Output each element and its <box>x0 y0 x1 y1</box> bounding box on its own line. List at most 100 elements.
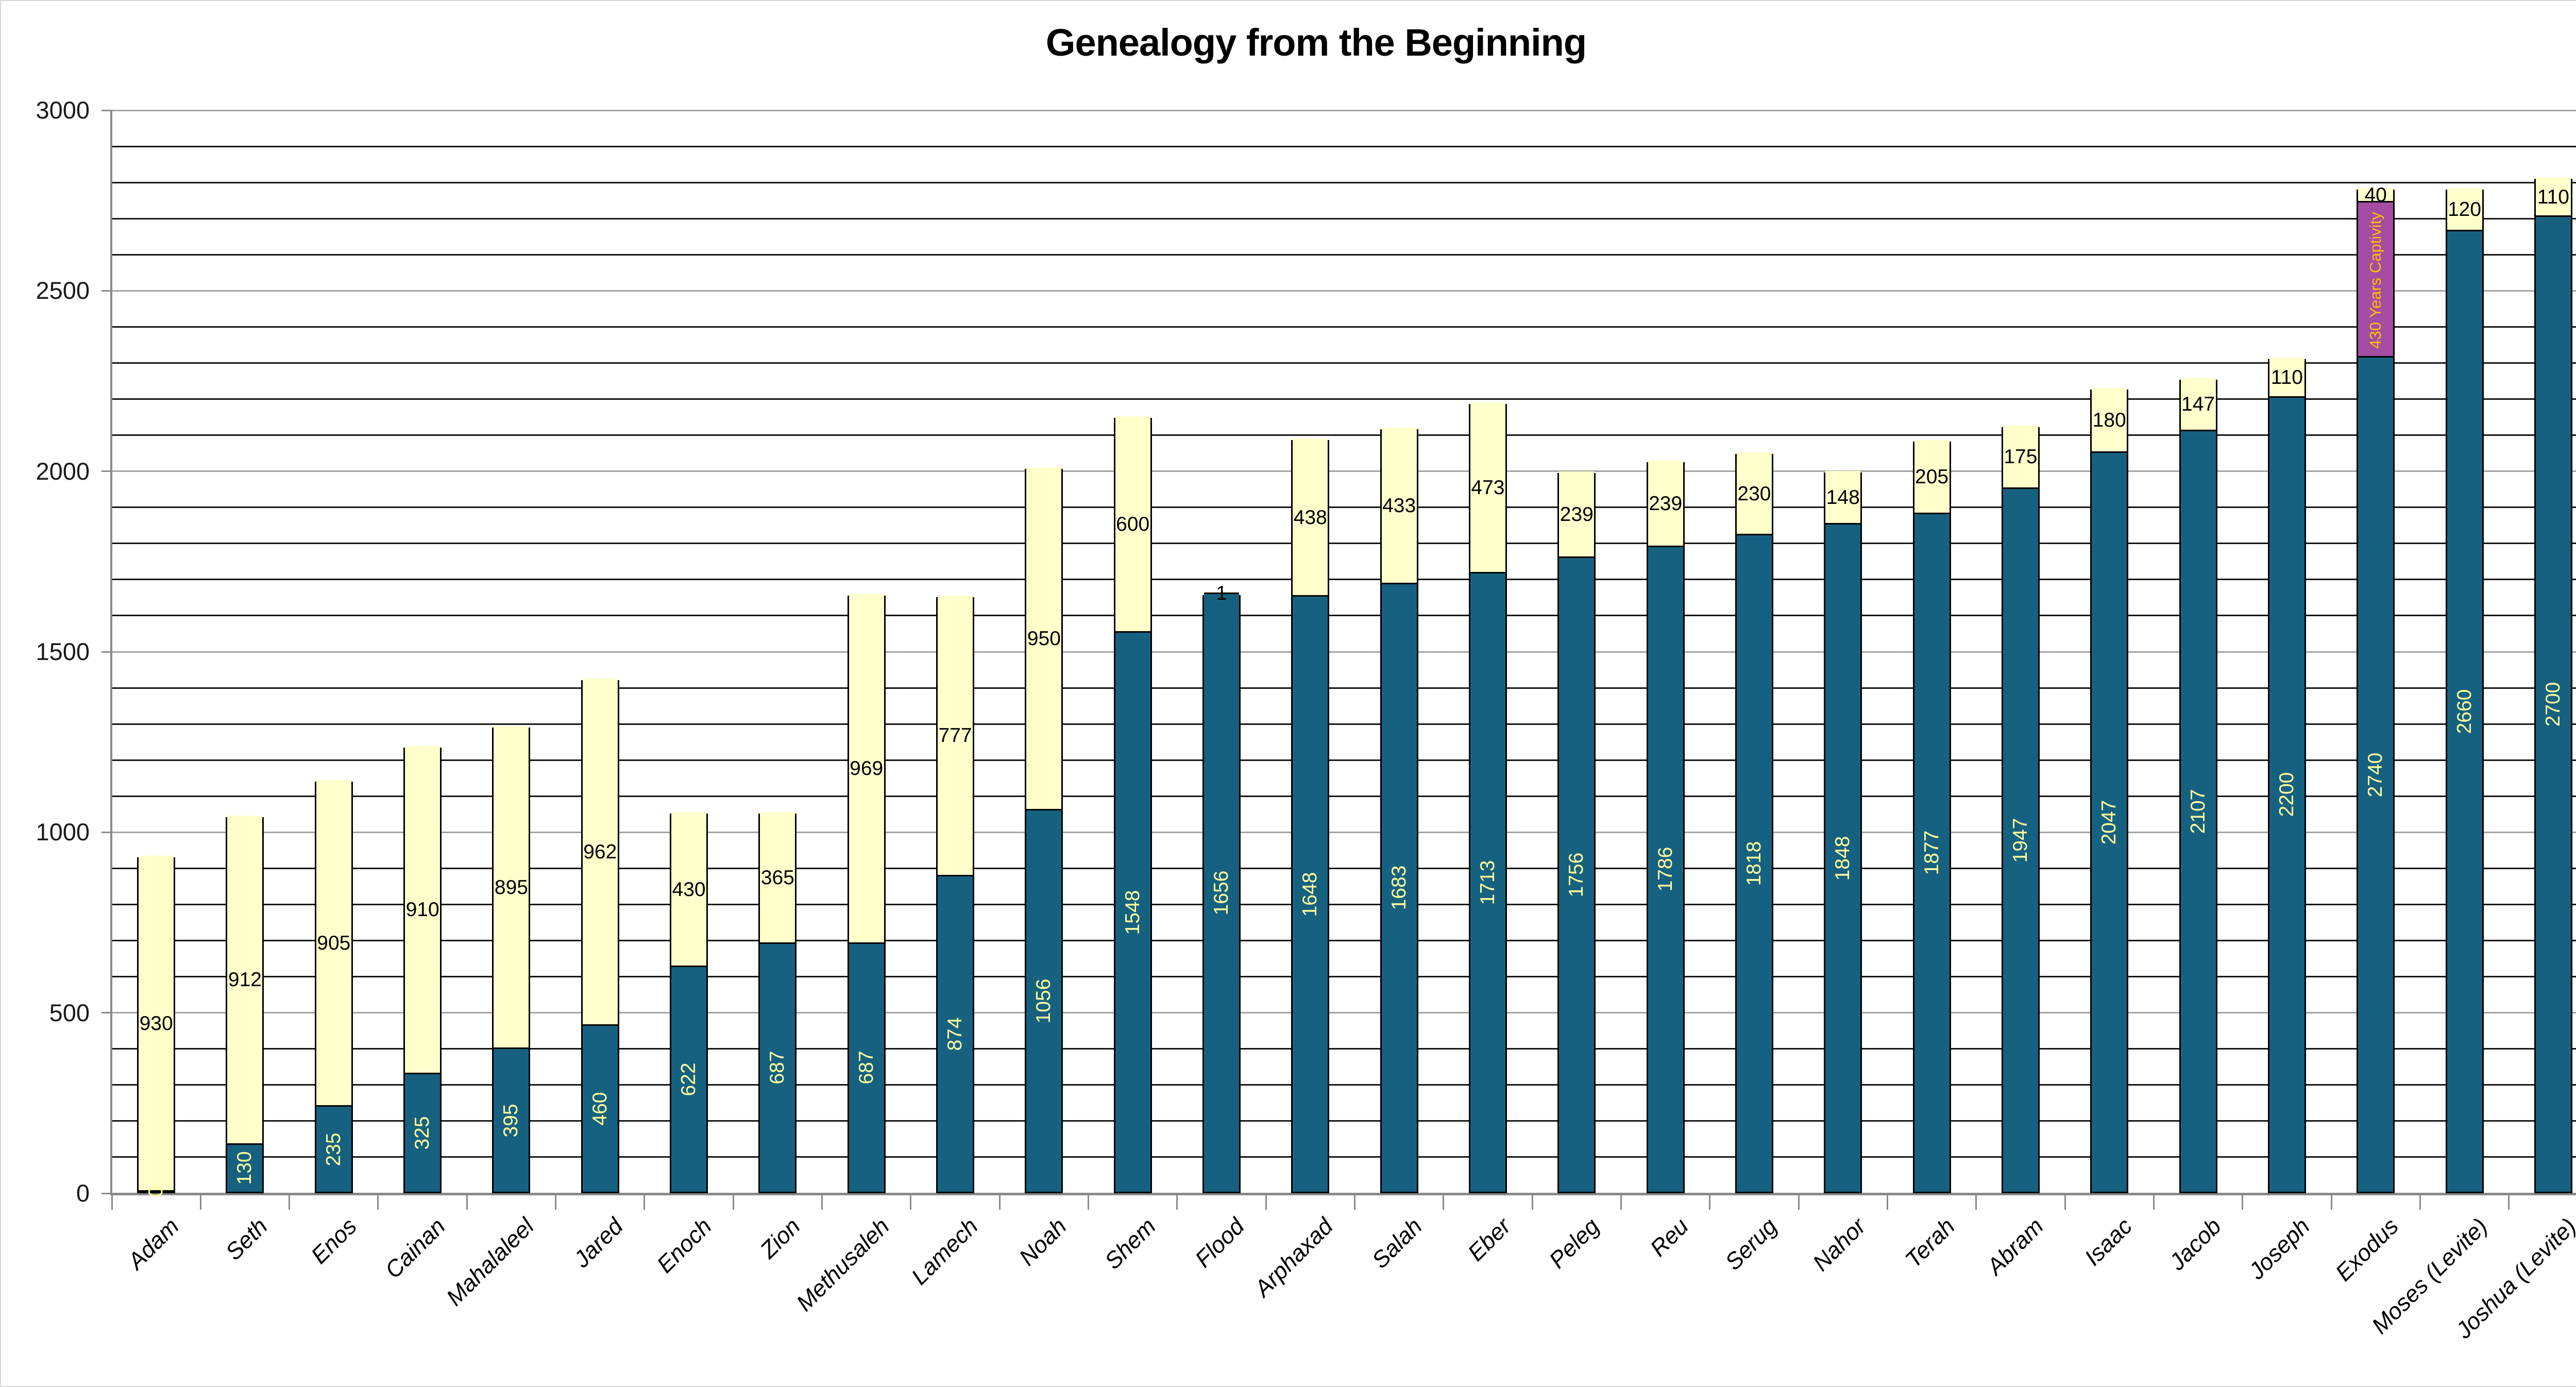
segment-label-birth: 1818 <box>1742 841 1765 886</box>
x-category-label-text: Peleg <box>1544 1213 1605 1274</box>
x-category-label-text: Abram <box>1981 1213 2048 1280</box>
x-category-label-text: Cainan <box>380 1213 451 1283</box>
bar-methusaleh: 687 969 <box>847 594 886 1193</box>
gridline-minor <box>112 687 2576 689</box>
segment-label-birth: 1683 <box>1387 865 1410 910</box>
gridline-major <box>112 470 2576 472</box>
x-axis-tick-mark <box>643 1193 646 1210</box>
segment-label-lifespan: 1 <box>1216 582 1227 605</box>
segment-label-birth: 687 <box>855 1051 877 1085</box>
segment-lifespan <box>1559 471 1595 558</box>
segment-birth <box>316 1107 351 1192</box>
x-category-label-text: Jacob <box>2163 1213 2226 1275</box>
segment-label-lifespan: 147 <box>2181 393 2215 416</box>
segment-birth <box>849 943 884 1192</box>
x-category-label-text: Methusaleh <box>791 1213 894 1316</box>
x-axis-tick-mark <box>1798 1193 1800 1210</box>
segment-birth <box>2092 452 2127 1192</box>
x-axis-tick-mark <box>821 1193 823 1210</box>
segment-label-lifespan: 239 <box>1649 492 1683 515</box>
gridline-minor <box>112 903 2576 905</box>
segment-birth <box>1648 547 1683 1192</box>
x-category-label-text: Isaac <box>2079 1213 2138 1271</box>
bar-salah: 1683 433 <box>1380 428 1418 1193</box>
gridline-major <box>112 831 2576 833</box>
bar-peleg: 1756 239 <box>1557 471 1596 1193</box>
segment-label-birth: 1756 <box>1565 852 1588 898</box>
segment-lifespan <box>2358 188 2394 203</box>
segment-lifespan <box>494 726 529 1050</box>
segment-label-lifespan: 433 <box>1382 495 1416 517</box>
gridline-minor <box>112 759 2576 761</box>
bar-joseph: 2200 110 <box>2267 358 2306 1193</box>
segment-birth <box>2535 217 2571 1192</box>
segment-lifespan <box>582 678 618 1026</box>
segment-lifespan <box>849 594 884 944</box>
x-axis-tick-mark <box>1354 1193 1355 1210</box>
gridline-minor <box>112 253 2576 256</box>
segment-lifespan <box>405 746 440 1075</box>
segment-label-birth: 687 <box>766 1051 789 1085</box>
x-category-label-text: Lamech <box>906 1213 984 1290</box>
x-axis-tick-mark <box>2153 1193 2155 1210</box>
segment-label-lifespan: 905 <box>317 932 351 955</box>
x-axis-tick-mark <box>466 1193 468 1210</box>
segment-birth <box>2003 488 2038 1192</box>
gridline-minor <box>112 940 2576 942</box>
bar-nahor: 1848 148 <box>1824 471 1862 1193</box>
bar-isaac: 2047 180 <box>2090 387 2129 1193</box>
segment-label-lifespan: 148 <box>1826 486 1860 509</box>
segment-birth <box>227 1144 263 1192</box>
segment-lifespan <box>1470 402 1505 573</box>
segment-birth <box>1293 597 1328 1192</box>
segment-lifespan <box>1648 461 1683 547</box>
gridline-minor <box>112 543 2576 545</box>
x-axis-line <box>110 1193 2576 1195</box>
segment-label-lifespan: 930 <box>139 1012 173 1035</box>
segment-lifespan <box>1115 416 1150 633</box>
gridline-minor <box>112 723 2576 725</box>
segment-lifespan <box>2003 426 2038 489</box>
x-category-label-text: Serug <box>1720 1213 1782 1275</box>
x-category-label-text: Mahalaleel <box>441 1213 539 1311</box>
segment-birth <box>1381 584 1417 1192</box>
segment-lifespan <box>2092 387 2127 453</box>
segment-label-captivity: 430 Years Captivity <box>2366 212 2385 349</box>
segment-birth <box>760 943 795 1192</box>
bar-exodus: 2740 430 Years Captivity 40 <box>2357 185 2395 1193</box>
segment-label-lifespan: 473 <box>1471 477 1505 499</box>
segment-lifespan <box>760 811 795 944</box>
y-axis-tick-mark <box>101 651 112 653</box>
segment-label-birth: 0 <box>145 1186 167 1197</box>
segment-birth <box>938 876 973 1192</box>
segment-label-birth: 2047 <box>2098 800 2121 845</box>
x-axis-tick-mark <box>111 1193 113 1210</box>
x-axis-tick-mark <box>1975 1193 1977 1210</box>
segment-label-lifespan: 230 <box>1737 482 1771 505</box>
y-axis-tick-mark <box>101 831 112 833</box>
y-axis-tick-label: 2500 <box>36 277 90 305</box>
segment-lifespan <box>316 780 351 1107</box>
gridline-minor <box>112 1156 2576 1158</box>
x-axis-tick-mark <box>2419 1193 2421 1210</box>
bar-abram: 1947 175 <box>2001 426 2040 1193</box>
segment-label-lifespan: 600 <box>1116 513 1150 536</box>
x-axis-tick-mark <box>377 1193 379 1210</box>
segment-birth <box>405 1074 440 1192</box>
x-axis-tick-mark <box>555 1193 557 1210</box>
segment-label-birth: 874 <box>944 1017 967 1051</box>
x-category-label-text: Zion <box>755 1213 806 1263</box>
x-category-label-text: Noah <box>1014 1213 1072 1271</box>
gridline-minor <box>112 1084 2576 1086</box>
segment-lifespan <box>1026 467 1062 811</box>
segment-label-lifespan: 969 <box>850 757 884 780</box>
gridline-minor <box>112 579 2576 581</box>
segment-birth <box>1736 535 1772 1192</box>
y-axis-tick-mark <box>101 290 112 292</box>
bar-mahalaleel: 395 895 <box>492 726 531 1193</box>
y-axis-tick-mark <box>101 1192 112 1194</box>
gridline-minor <box>112 1048 2576 1050</box>
segment-label-birth: 2200 <box>2275 772 2298 817</box>
segment-label-birth: 2740 <box>2364 752 2387 798</box>
segment-lifespan <box>1825 471 1861 525</box>
